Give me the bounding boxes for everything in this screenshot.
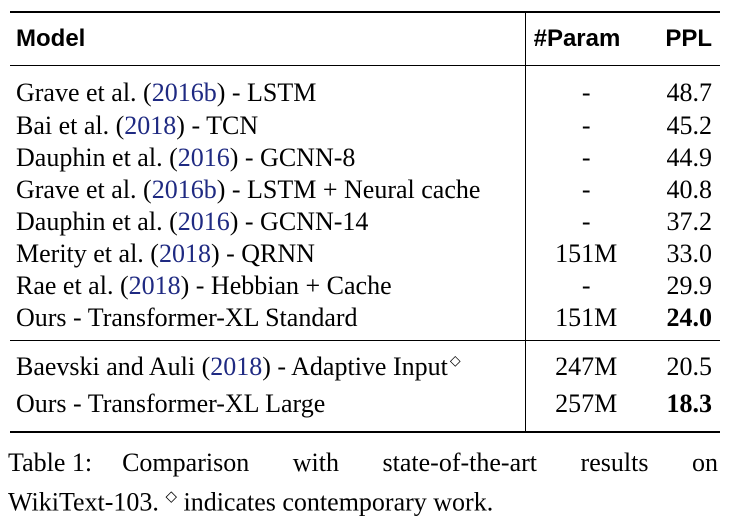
model-cell: Grave et al. (2016b) - LSTM [10,66,525,111]
table-caption: Table 1: Comparison with state-of-the-ar… [8,446,718,520]
param-cell: 151M [524,302,647,341]
param-cell: - [524,206,647,238]
param-cell: 257M [524,385,647,432]
ppl-cell-best: 18.3 [666,389,713,418]
diamond-marker-icon: ◇ [165,489,177,505]
results-table: Model #Param PPL Grave et al. (2016b) - … [10,11,720,433]
table-row: Grave et al. (2016b) - LSTM + Neural cac… [10,174,720,206]
model-author: Dauphin et al. ( [16,207,178,236]
model-cell: Ours - Transformer-XL Standard [16,303,358,332]
table-row: Rae et al. (2018) - Hebbian + Cache - 29… [10,270,720,302]
citation-link[interactable]: 2018 [128,271,181,300]
citation-link[interactable]: 2018 [124,111,177,140]
model-name: ) - QRNN [210,239,315,268]
param-cell: - [524,142,647,174]
caption-text-2a: WikiText-103. [8,487,159,517]
model-name: ) - LSTM [216,78,317,107]
model-cell: Bai et al. (2018) - TCN [10,110,525,142]
param-cell: 151M [524,238,647,270]
table-row: Merity et al. (2018) - QRNN 151M 33.0 [10,238,720,270]
model-cell: Merity et al. (2018) - QRNN [10,238,525,270]
model-author: Merity et al. ( [16,239,159,268]
model-name: ) - TCN [176,111,259,140]
param-cell: - [524,110,647,142]
table-row-ours: Ours - Transformer-XL Standard 151M 24.0 [10,302,720,341]
model-name: ) - GCNN-8 [229,143,356,172]
ppl-cell: 20.5 [666,352,713,381]
ppl-cell: 48.7 [666,78,713,107]
citation-link[interactable]: 2018 [210,352,263,381]
citation-link[interactable]: 2016b [151,78,217,107]
header-param: #Param [524,12,647,66]
table-row: Bai et al. (2018) - TCN - 45.2 [10,110,720,142]
model-author: Grave et al. ( [16,78,152,107]
ppl-cell-best: 24.0 [666,303,713,332]
header-model: Model [16,25,86,52]
citation-link[interactable]: 2016 [177,207,230,236]
model-name: ) - Adaptive Input [262,352,448,381]
model-cell: Ours - Transformer-XL Large [16,389,326,418]
citation-link[interactable]: 2016b [151,175,217,204]
model-cell: Grave et al. (2016b) - LSTM + Neural cac… [10,174,525,206]
citation-link[interactable]: 2018 [158,239,211,268]
caption-line-1: Table 1: Comparison with state-of-the-ar… [8,446,718,480]
ppl-cell: 44.9 [666,143,713,172]
model-author: Grave et al. ( [16,175,152,204]
param-cell: 247M [524,340,647,385]
model-cell: Dauphin et al. (2016) - GCNN-14 [10,206,525,238]
caption-text-1: Comparison with state-of-the-art results… [122,448,718,477]
ppl-cell: 33.0 [666,239,713,268]
table-header-row: Model #Param PPL [10,12,720,66]
ppl-cell: 40.8 [666,175,713,204]
model-cell: Baevski and Auli (2018) - Adaptive Input… [10,341,525,386]
table-row-ours: Ours - Transformer-XL Large 257M 18.3 [10,385,720,432]
ppl-cell: 29.9 [666,271,713,300]
model-author: Baevski and Auli ( [16,352,211,381]
model-cell: Rae et al. (2018) - Hebbian + Cache [10,270,525,302]
results-table-container: Model #Param PPL Grave et al. (2016b) - … [10,11,720,433]
ppl-cell: 37.2 [666,207,713,236]
ppl-cell: 45.2 [666,111,713,140]
param-cell: - [524,270,647,302]
model-name: ) - Hebbian + Cache [180,271,392,300]
caption-label: Table 1: [8,448,93,477]
model-author: Rae et al. ( [16,271,129,300]
caption-line-2: WikiText-103. ◇ indicates contemporary w… [8,480,718,520]
model-author: Bai et al. ( [16,111,125,140]
model-cell: Dauphin et al. (2016) - GCNN-8 [10,142,525,174]
model-name: ) - LSTM + Neural cache [216,175,481,204]
diamond-marker-icon: ◇ [449,354,461,370]
table-row: Dauphin et al. (2016) - GCNN-14 - 37.2 [10,206,720,238]
model-author: Dauphin et al. ( [16,143,178,172]
header-ppl: PPL [665,25,712,52]
citation-link[interactable]: 2016 [177,143,230,172]
param-cell: - [524,65,647,110]
caption-text-2b: indicates contemporary work. [183,487,494,517]
param-cell: - [524,174,647,206]
model-name: ) - GCNN-14 [229,207,369,236]
table-row: Dauphin et al. (2016) - GCNN-8 - 44.9 [10,142,720,174]
table-row: Grave et al. (2016b) - LSTM - 48.7 [10,65,720,111]
table-row: Baevski and Auli (2018) - Adaptive Input… [10,340,720,386]
